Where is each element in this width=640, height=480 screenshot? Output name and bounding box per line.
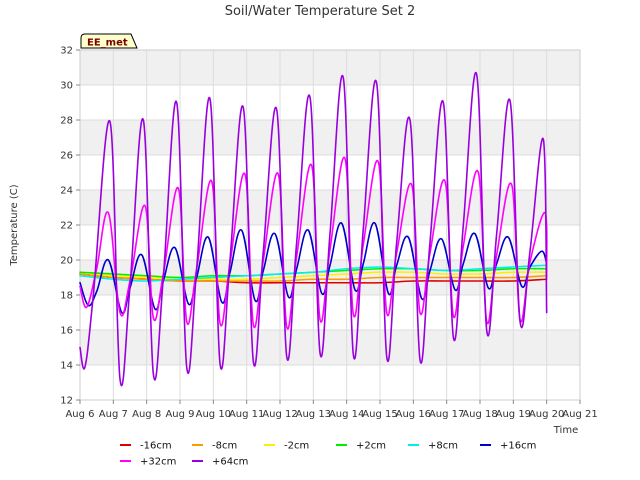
series-line-2cm — [79, 271, 548, 281]
x-tick-label: Aug 10 — [196, 409, 231, 420]
x-tick-label: Aug 6 — [65, 409, 94, 420]
plot-band — [80, 155, 580, 190]
series-layer — [79, 71, 548, 387]
plot-band — [80, 295, 580, 330]
legend-label: +32cm — [140, 457, 176, 468]
y-tick-label: 32 — [60, 46, 73, 57]
x-tick-label: Aug 17 — [429, 409, 464, 420]
legend-label: +8cm — [428, 441, 458, 452]
plot-band — [80, 85, 580, 120]
plot-band — [80, 365, 580, 400]
plot-band — [80, 330, 580, 365]
series-line-8cm — [79, 273, 548, 282]
x-tick-label: Aug 12 — [262, 409, 297, 420]
plot-band — [80, 120, 580, 155]
series-line-64cm — [79, 71, 548, 387]
y-tick-label: 16 — [60, 326, 73, 337]
legend-label: -8cm — [212, 441, 237, 452]
y-tick-label: 12 — [60, 396, 73, 407]
y-axis-title: Temperature (C) — [9, 184, 20, 266]
chart-title: Soil/Water Temperature Set 2 — [225, 4, 416, 19]
legend-label: -16cm — [140, 441, 172, 452]
y-tick-label: 28 — [60, 116, 73, 127]
y-tick-label: 30 — [60, 81, 73, 92]
x-tick-label: Aug 11 — [229, 409, 264, 420]
site-badge: EE_met — [80, 33, 138, 49]
series-line-8cm — [79, 264, 548, 282]
x-tick-label: Aug 21 — [562, 409, 597, 420]
y-tick-label: 24 — [60, 186, 73, 197]
site-badge-box — [80, 33, 138, 49]
y-tick-label: 26 — [60, 151, 73, 162]
x-tick-label: Aug 7 — [99, 409, 128, 420]
site-badge-label: EE_met — [87, 38, 128, 49]
y-axis-ticks: 12 14 16 18 20 22 24 26 28 30 32 — [60, 46, 80, 407]
x-tick-label: Aug 16 — [396, 409, 431, 420]
x-tick-label: Aug 13 — [296, 409, 331, 420]
plot-band — [80, 50, 580, 85]
x-tick-label: Aug 20 — [529, 409, 564, 420]
y-tick-label: 18 — [60, 291, 73, 302]
x-tick-label: Aug 19 — [496, 409, 531, 420]
legend-label: +64cm — [212, 457, 248, 468]
x-tick-label: Aug 18 — [462, 409, 497, 420]
legend: -16cm -8cm -2cm +2cm +8cm +16cm +32cm +64cm — [120, 441, 536, 468]
legend-label: +2cm — [356, 441, 386, 452]
x-tick-label: Aug 15 — [362, 409, 397, 420]
y-tick-label: 14 — [60, 361, 73, 372]
plot-band — [80, 190, 580, 225]
y-tick-label: 20 — [60, 256, 73, 267]
x-axis-title: Time — [553, 425, 578, 436]
x-tick-label: Aug 9 — [165, 409, 194, 420]
x-tick-label: Aug 14 — [329, 409, 364, 420]
y-tick-label: 22 — [60, 221, 73, 232]
legend-label: -2cm — [284, 441, 309, 452]
x-tick-label: Aug 8 — [132, 409, 161, 420]
legend-label: +16cm — [500, 441, 536, 452]
